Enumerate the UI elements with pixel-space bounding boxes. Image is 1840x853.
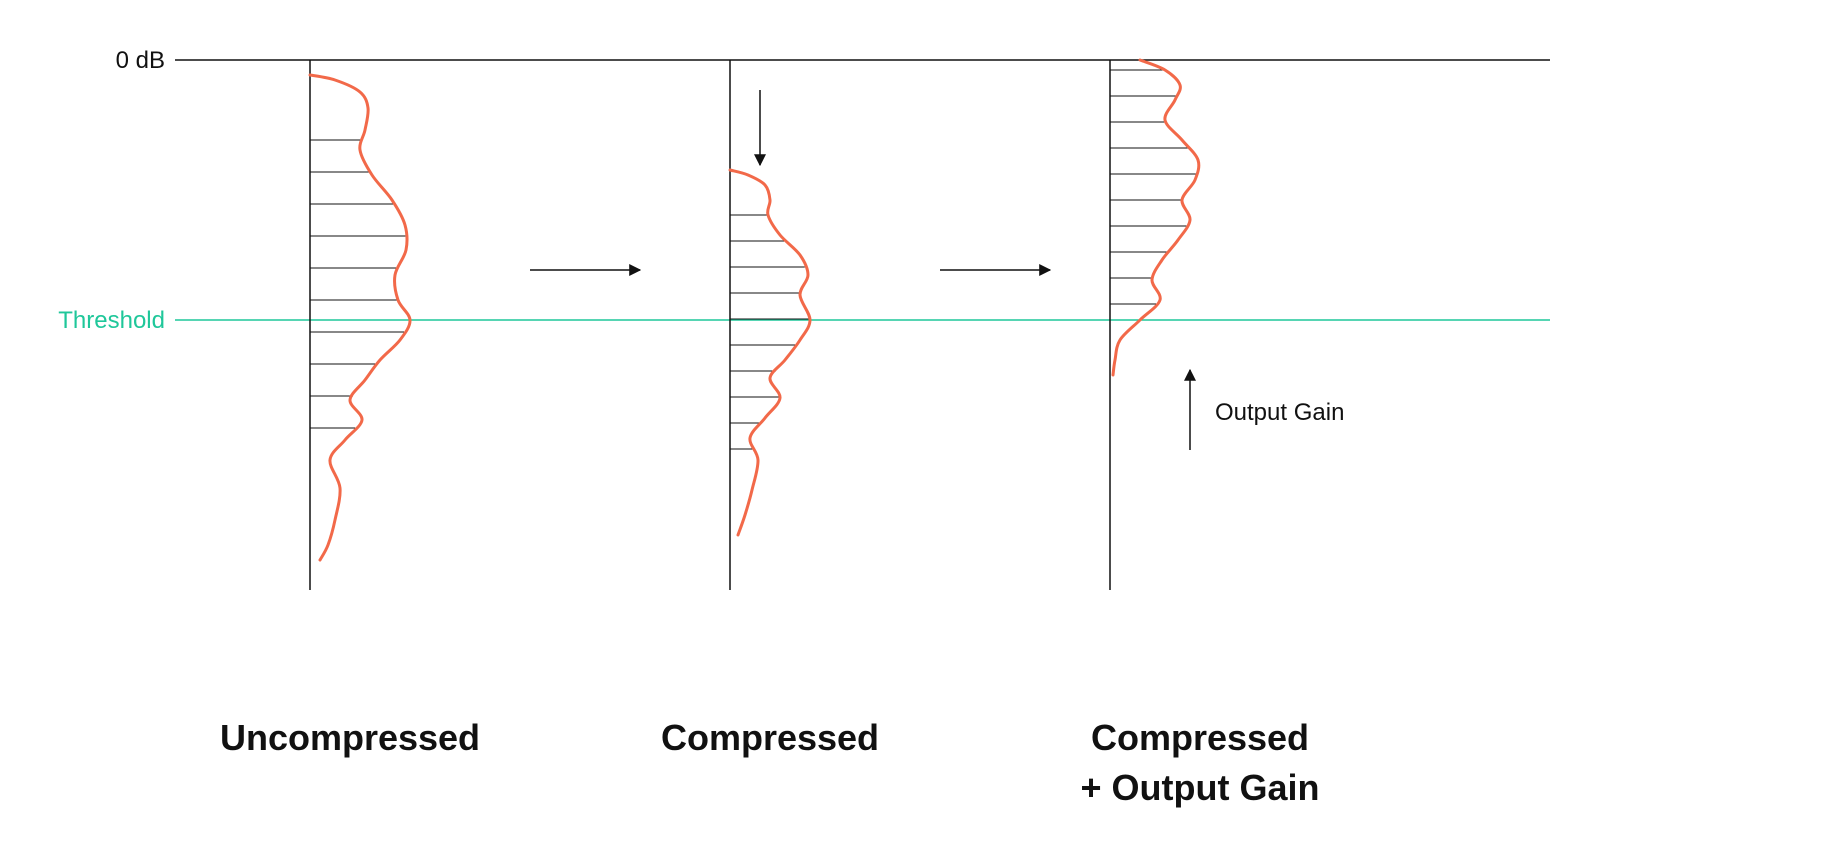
- threshold-text: Threshold: [58, 307, 165, 334]
- signal-compressed-gain: [1113, 60, 1199, 375]
- output-gain-text: Output Gain: [1215, 399, 1344, 426]
- panel-compressed-gain: [1110, 60, 1199, 590]
- caption-uncompressed-text: Uncompressed: [220, 717, 480, 758]
- panel-uncompressed: [310, 60, 410, 590]
- caption-compressed-text: Compressed: [661, 717, 879, 758]
- zero-db-text: 0 dB: [116, 47, 165, 74]
- signal-uncompressed: [310, 75, 410, 560]
- panel-compressed: [730, 60, 810, 590]
- caption-compressed-gain-text: Compressed+ Output Gain: [1081, 717, 1320, 808]
- signal-compressed: [730, 170, 810, 535]
